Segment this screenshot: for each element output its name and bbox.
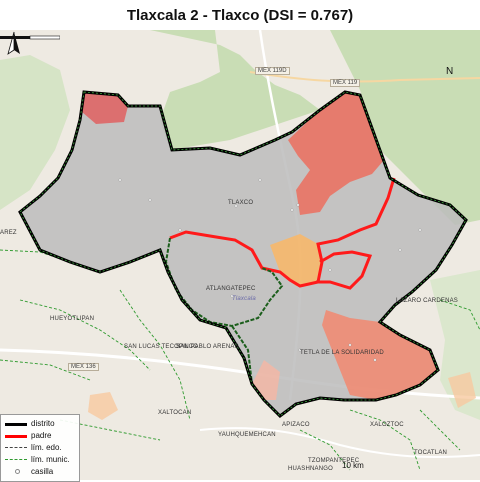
road-label-mex136: MEX 136 (68, 363, 99, 371)
casilla-point (118, 178, 122, 182)
legend-label-padre: padre (31, 431, 52, 440)
legend-item-distrito: distrito (5, 419, 79, 429)
place-label-apizaco: APIZACO (282, 422, 310, 428)
casilla-point (328, 268, 332, 272)
casilla-point (234, 204, 238, 208)
place-label-tlaxcala: Tlaxcala (232, 296, 256, 302)
place-label-arez: AREZ (0, 230, 17, 236)
section-top-left (82, 92, 128, 124)
scale-label: 10 km (342, 461, 364, 470)
place-label-xaloztoc: XALOZTOC (370, 422, 404, 428)
scale-bar (0, 35, 60, 40)
casilla-point (398, 248, 402, 252)
forest-area-north (150, 30, 320, 150)
legend-label-casilla: casilla (31, 467, 54, 476)
legend-label-lim-munic: lím. munic. (31, 455, 70, 464)
place-label-tzompantepec: TZOMPANTEPEC (308, 458, 360, 464)
legend-swatch-lim-munic (5, 459, 27, 460)
casilla-point (258, 178, 262, 182)
place-label-huashnango: HUASHNANGO (288, 466, 334, 472)
road-line-4 (199, 427, 480, 458)
casilla-point (212, 286, 216, 290)
road-label-mex119: MEX 119 (330, 79, 361, 87)
legend-swatch-lim-edo (5, 447, 27, 448)
district-outline-highlight (19, 91, 467, 417)
casilla-point (298, 348, 302, 352)
section-east-light (448, 372, 476, 408)
parent-outline (169, 177, 396, 290)
casilla-point (418, 228, 422, 232)
casilla-points (118, 178, 422, 362)
place-label-san-pablo-arenas: SAN PABLO ARENAS (176, 344, 239, 350)
section-south-light-1 (252, 360, 280, 400)
place-label-hueyotlipan: HUEYOTLIPAN (50, 316, 95, 322)
casilla-point (178, 228, 182, 232)
place-label-yauhquemehcan: YAUHQUEMEHCAN (218, 432, 276, 438)
casilla-point (373, 358, 377, 362)
casilla-point (296, 203, 300, 207)
legend-item-casilla: casilla (5, 467, 79, 477)
map-legend: distrito padre lím. edo. lím. munic. cas… (0, 414, 80, 482)
casilla-point (148, 198, 152, 202)
legend-swatch-padre (5, 435, 27, 438)
casilla-point (230, 294, 234, 298)
municipal-limits-east (299, 299, 480, 471)
casilla-point (228, 198, 232, 202)
forest-area-west (0, 55, 70, 210)
legend-swatch-distrito (5, 423, 27, 426)
casilla-point (348, 343, 352, 347)
place-label-atlangatepec: ATLANGATEPEC (206, 286, 256, 292)
legend-label-lim-edo: lím. edo. (31, 443, 62, 452)
legend-label-distrito: distrito (31, 419, 55, 428)
north-label: N (446, 66, 454, 77)
place-label-tetla: TETLA DE LA SOLIDARIDAD (300, 350, 384, 356)
casilla-point (290, 208, 294, 212)
map-svg (0, 30, 480, 480)
legend-swatch-casilla (15, 469, 20, 474)
legend-item-lim-munic: lím. munic. (5, 455, 79, 465)
legend-item-padre: padre (5, 431, 79, 441)
section-northeast (288, 92, 384, 215)
place-label-tocatlan: TOCATLAN (414, 450, 448, 456)
place-label-xaltocan: XALTOCAN (158, 410, 192, 416)
map-title: Tlaxcala 2 - Tlaxco (DSI = 0.767) (126, 7, 354, 24)
road-label-mex119d: MEX 119D (255, 67, 290, 75)
section-southeast (322, 310, 438, 400)
place-label-san-lucas-tecopilco: SAN LUCAS TECOPILCO (124, 344, 199, 350)
section-south-light-2 (88, 392, 118, 420)
place-label-tlaxco: TLAXCO (228, 200, 254, 206)
map-canvas[interactable]: MEX 119D MEX 119 MEX 136 TLAXCO ATLANGAT… (0, 30, 480, 480)
place-label-lazaro-cardenas: LAZARO CARDENAS (396, 298, 459, 304)
legend-item-lim-edo: lím. edo. (5, 443, 79, 453)
